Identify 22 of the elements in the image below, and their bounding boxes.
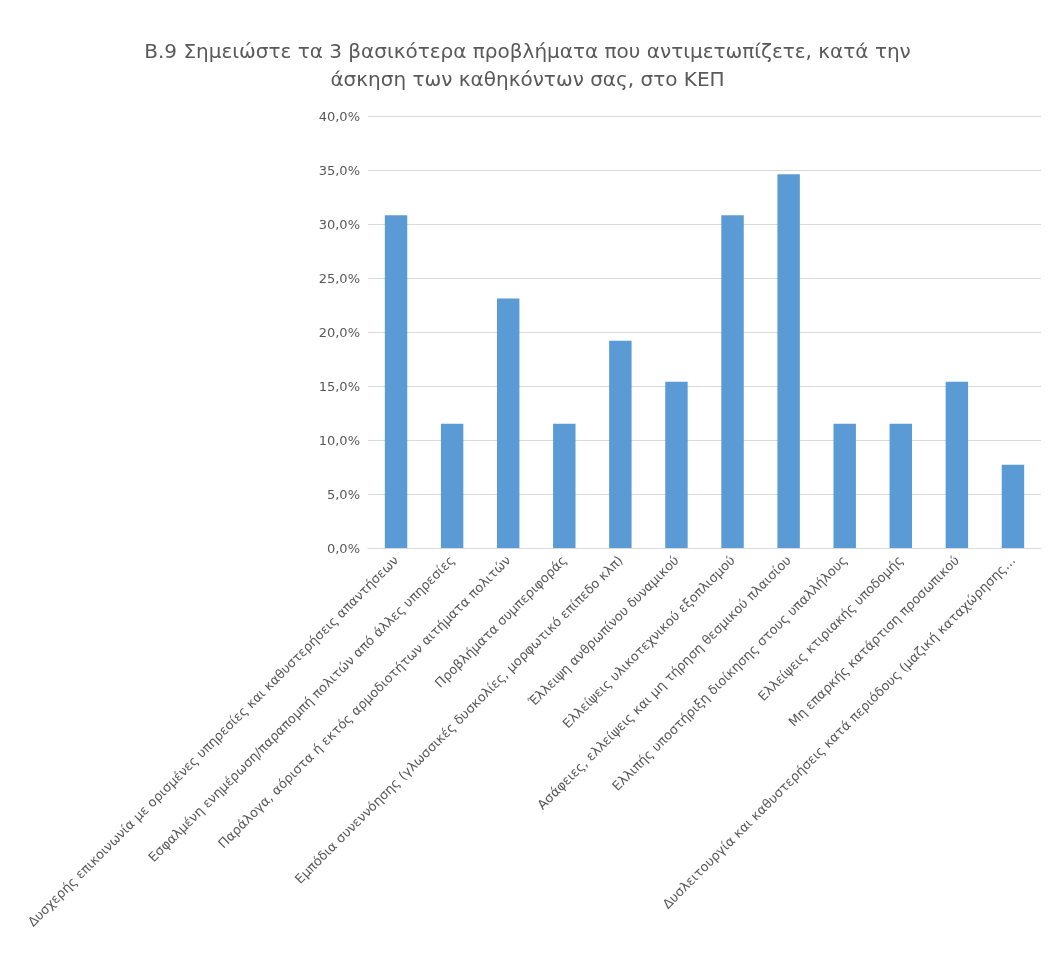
chart-title: Β.9 Σημειώστε τα 3 βασικότερα προβλήματα που αντιμετωπίζετε, κατά την άσκηση των καθηκόντων σας, στο ΚΕΠ: [144, 39, 911, 91]
bar: [553, 423, 576, 548]
bar: [665, 381, 688, 548]
bar: [1001, 464, 1025, 548]
bar: [777, 174, 800, 548]
bar: [945, 381, 969, 548]
bar: [609, 340, 632, 548]
y-tick-label: 15,0%: [318, 378, 360, 394]
y-tick-label: 10,0%: [318, 432, 360, 448]
y-tick-label: 40,0%: [318, 108, 360, 124]
bar: [721, 215, 744, 548]
bar: [496, 298, 520, 548]
bar: [889, 423, 913, 548]
y-tick-label: 0,0%: [326, 540, 360, 556]
y-tick-label: 35,0%: [318, 162, 360, 178]
y-tick-label: 5,0%: [326, 486, 360, 502]
bar: [384, 215, 408, 548]
y-tick-label: 30,0%: [318, 216, 360, 232]
bar: [833, 423, 856, 548]
y-tick-label: 20,0%: [318, 324, 360, 340]
y-tick-label: 25,0%: [318, 270, 360, 286]
bar: [440, 423, 464, 548]
